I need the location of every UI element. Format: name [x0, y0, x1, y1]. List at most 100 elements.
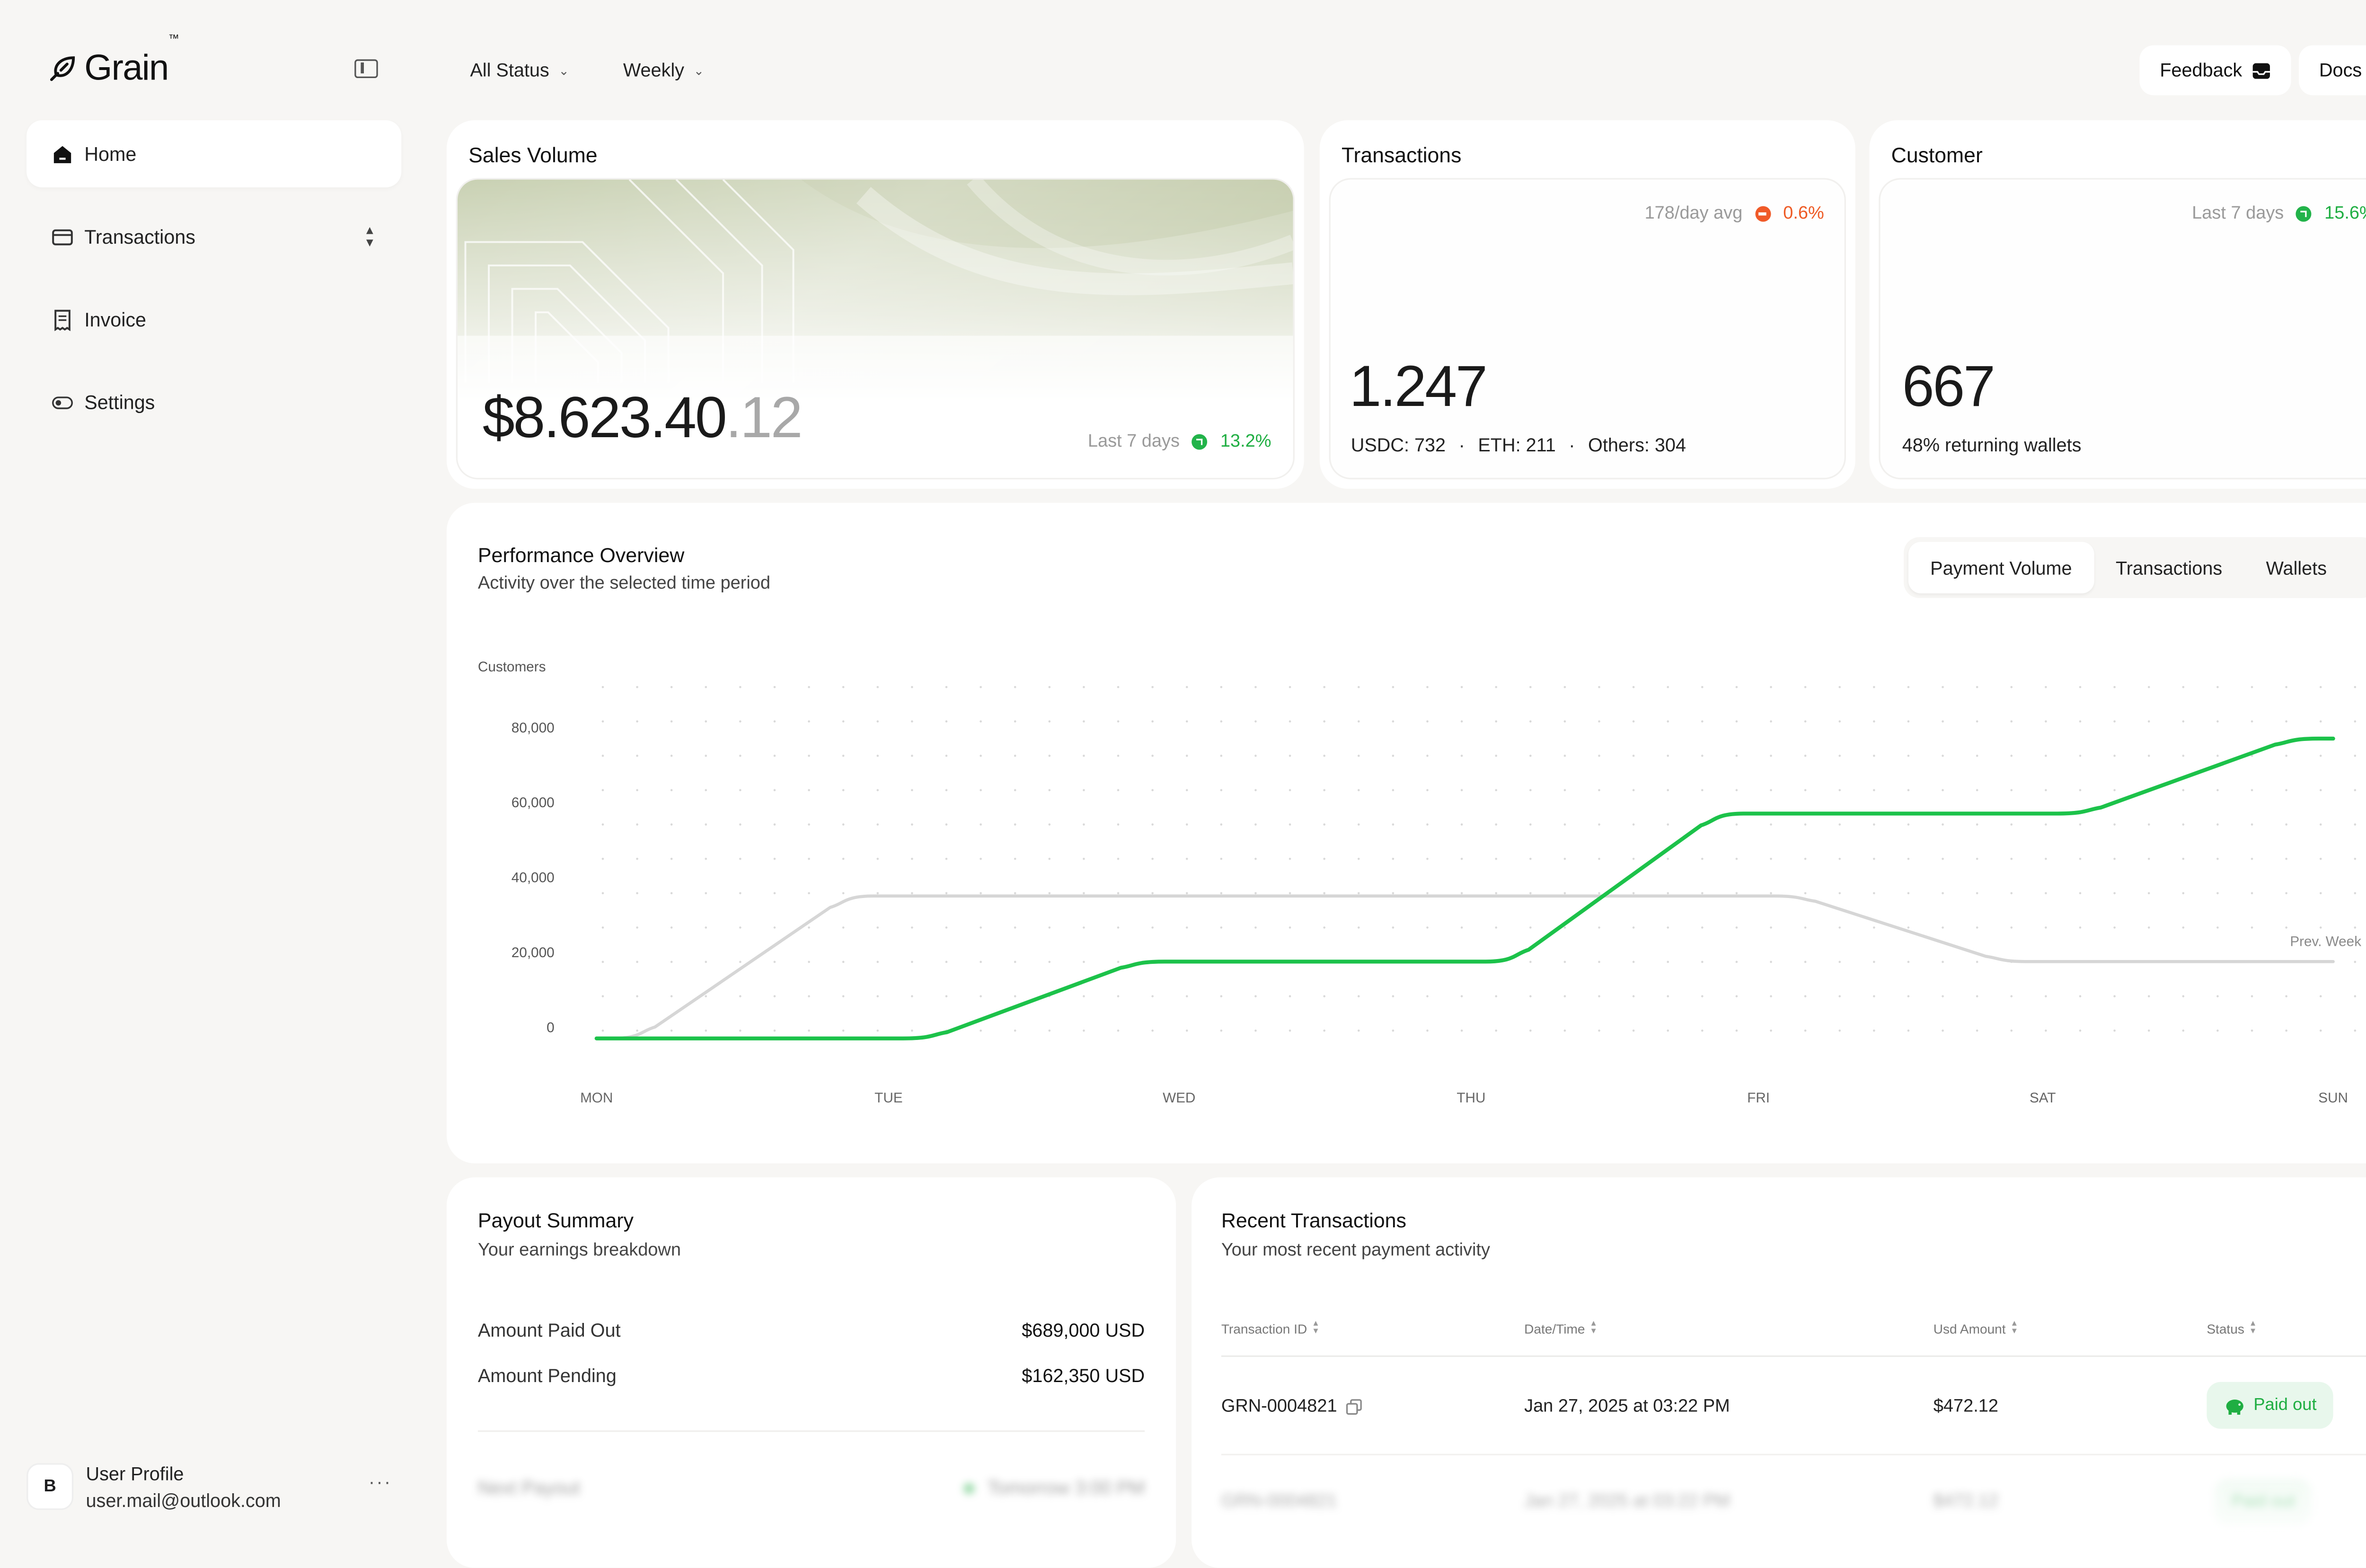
sales-period: Last 7 days	[1087, 432, 1180, 451]
sales-change-value: 13.2%	[1220, 432, 1271, 451]
sidebar-item-invoice[interactable]: Invoice	[26, 286, 401, 353]
payout-value: $689,000 USD	[1022, 1319, 1145, 1341]
transaction-id: GRN-0004821	[1221, 1493, 1337, 1512]
sales-amount: $8.623.40.12	[482, 386, 803, 451]
sales-decoration-graphic	[457, 179, 1293, 478]
transactions-panel: 178/day avg 0.6% 1.247 USDC: 732 · ETH: …	[1330, 179, 1845, 478]
recent-subtitle: Your most recent payment activity	[1221, 1241, 1491, 1260]
tab-wallets[interactable]: Wallets	[2266, 556, 2327, 579]
customer-panel: Last 7 days 15.6% 667 48% returning wall…	[1880, 179, 2366, 478]
column-header-date[interactable]: Date/Time ▴ ▾	[1524, 1319, 1596, 1337]
chart-grid	[601, 686, 2357, 1032]
trend-up-icon	[2296, 206, 2312, 222]
trend-down-icon	[1755, 206, 1771, 222]
user-profile[interactable]: B User Profile user.mail@outlook.com ···	[26, 1455, 401, 1518]
y-tick-label: 60,000	[512, 795, 555, 810]
recent-transactions-card: Recent Transactions Your most recent pay…	[1192, 1177, 2366, 1568]
x-tick-label: MON	[580, 1090, 613, 1106]
sales-change: Last 7 days 13.2%	[1088, 432, 1271, 451]
tab-transactions[interactable]: Transactions	[2115, 556, 2223, 579]
transactions-avg: 178/day avg	[1644, 204, 1743, 223]
status-filter-dropdown[interactable]: All Status ⌄	[470, 59, 569, 81]
payout-value: $162,350 USD	[1022, 1365, 1145, 1387]
transaction-amount: $472.12	[1933, 1493, 1998, 1512]
piggy-bank-icon	[2226, 1399, 2243, 1414]
sidebar-toggle-icon[interactable]	[354, 59, 378, 79]
sidebar-item-label: Home	[84, 142, 137, 165]
card-title: Sales Volume	[468, 143, 598, 167]
payout-label: Next Payout	[477, 1477, 580, 1499]
receipt-icon	[52, 308, 73, 331]
y-tick-label: 80,000	[512, 720, 555, 736]
app-logo[interactable]: Grain™	[47, 35, 179, 89]
payout-label: Amount Pending	[477, 1365, 617, 1387]
transaction-date: Jan 27, 2025 at 03:22 PM	[1524, 1397, 1730, 1417]
docs-button[interactable]: Docs	[2299, 45, 2366, 96]
sidebar-item-home[interactable]: Home	[26, 120, 402, 188]
customer-value: 667	[1902, 354, 1995, 419]
card-title: Customer	[1891, 143, 1983, 167]
divider	[1221, 1453, 2366, 1455]
payout-row-pending: Amount Pending $162,350 USD	[478, 1365, 1145, 1386]
sales-amount-cents: .12	[725, 386, 803, 450]
sidebar-item-transactions[interactable]: Transactions ▴ ▾	[26, 203, 401, 270]
period-filter-label: Weekly	[623, 59, 684, 81]
performance-subtitle: Activity over the selected time period	[477, 574, 770, 594]
transactions-card: Transactions 178/day avg 0.6% 1.247 USDC…	[1319, 120, 1855, 489]
sort-icon: ▴ ▾	[2012, 1319, 2017, 1337]
feedback-button[interactable]: Feedback	[2139, 45, 2291, 96]
expand-caret-icon[interactable]: ▴ ▾	[366, 221, 373, 250]
card-title: Transactions	[1341, 143, 1462, 167]
x-tick-label: WED	[1163, 1090, 1195, 1106]
period-filter-dropdown[interactable]: Weekly ⌄	[623, 59, 704, 81]
status-dot-icon	[964, 1482, 975, 1494]
sidebar-item-label: Transactions	[84, 225, 195, 248]
home-icon	[52, 143, 73, 165]
transactions-meta: 178/day avg 0.6%	[1645, 204, 1824, 223]
sidebar-item-label: Settings	[84, 391, 155, 413]
copy-icon[interactable]	[1346, 1399, 1362, 1415]
user-email: user.mail@outlook.com	[86, 1489, 281, 1511]
more-icon[interactable]: ···	[368, 1471, 392, 1493]
x-tick-label: FRI	[1747, 1090, 1770, 1106]
column-header-id[interactable]: Transaction ID ▴ ▾	[1221, 1319, 1318, 1337]
series-line-current	[594, 736, 2335, 1040]
leaf-icon	[50, 55, 75, 80]
avatar: B	[26, 1463, 74, 1510]
divider	[1221, 1355, 2366, 1357]
column-header-amount[interactable]: Usd Amount ▴ ▾	[1933, 1319, 2017, 1337]
user-name: User Profile	[86, 1462, 184, 1484]
recent-title: Recent Transactions	[1221, 1208, 1406, 1232]
sort-icon: ▴ ▾	[1313, 1319, 1318, 1337]
payout-subtitle: Your earnings breakdown	[477, 1241, 681, 1260]
customer-meta: Last 7 days 15.6%	[2192, 204, 2366, 223]
x-tick-label: SUN	[2318, 1090, 2348, 1106]
series-label-prev-week: Prev. Week	[2290, 934, 2361, 949]
divider	[477, 1430, 1145, 1432]
performance-title: Performance Overview	[477, 543, 685, 567]
y-tick-label: 20,000	[512, 945, 555, 960]
performance-chart: Customers 0 20,000 40,000 60,000 80,000 MON TUE…	[478, 659, 2361, 1106]
payout-label: Amount Paid Out	[477, 1319, 621, 1341]
x-tick-label: THU	[1457, 1090, 1485, 1106]
transactions-breakdown: USDC: 732 · ETH: 211 · Others: 304	[1351, 434, 1686, 456]
fade-overlay	[1192, 1474, 2366, 1568]
customer-card: Customer Last 7 days 15.6% 667 48% retur…	[1869, 120, 2366, 489]
customer-change: 15.6%	[2324, 204, 2366, 223]
sidebar-nav: Home Transactions ▴ ▾ Invoice Settings	[26, 120, 402, 451]
transaction-amount: $472.12	[1933, 1397, 1998, 1417]
customer-sub: 48% returning wallets	[1902, 434, 2082, 456]
y-axis-label: Customers	[478, 659, 546, 675]
sidebar-item-settings[interactable]: Settings	[26, 369, 401, 436]
column-header-status[interactable]: Status ▴ ▾	[2207, 1319, 2256, 1337]
tab-payment-volume[interactable]: Payment Volume	[1908, 542, 2094, 594]
card-icon	[52, 226, 73, 247]
sales-volume-panel: $8.623.40.12 Last 7 days 13.2%	[457, 179, 1293, 478]
sales-amount-main: $8.623.40	[482, 386, 727, 450]
chevron-down-icon: ⌄	[693, 63, 704, 78]
transactions-value: 1.247	[1349, 354, 1487, 419]
sort-icon: ▴ ▾	[1591, 1319, 1596, 1337]
x-tick-label: SAT	[2030, 1090, 2056, 1106]
payout-value: Tomorrow 3:00 PM	[987, 1477, 1145, 1499]
chevron-down-icon: ⌄	[558, 63, 569, 78]
